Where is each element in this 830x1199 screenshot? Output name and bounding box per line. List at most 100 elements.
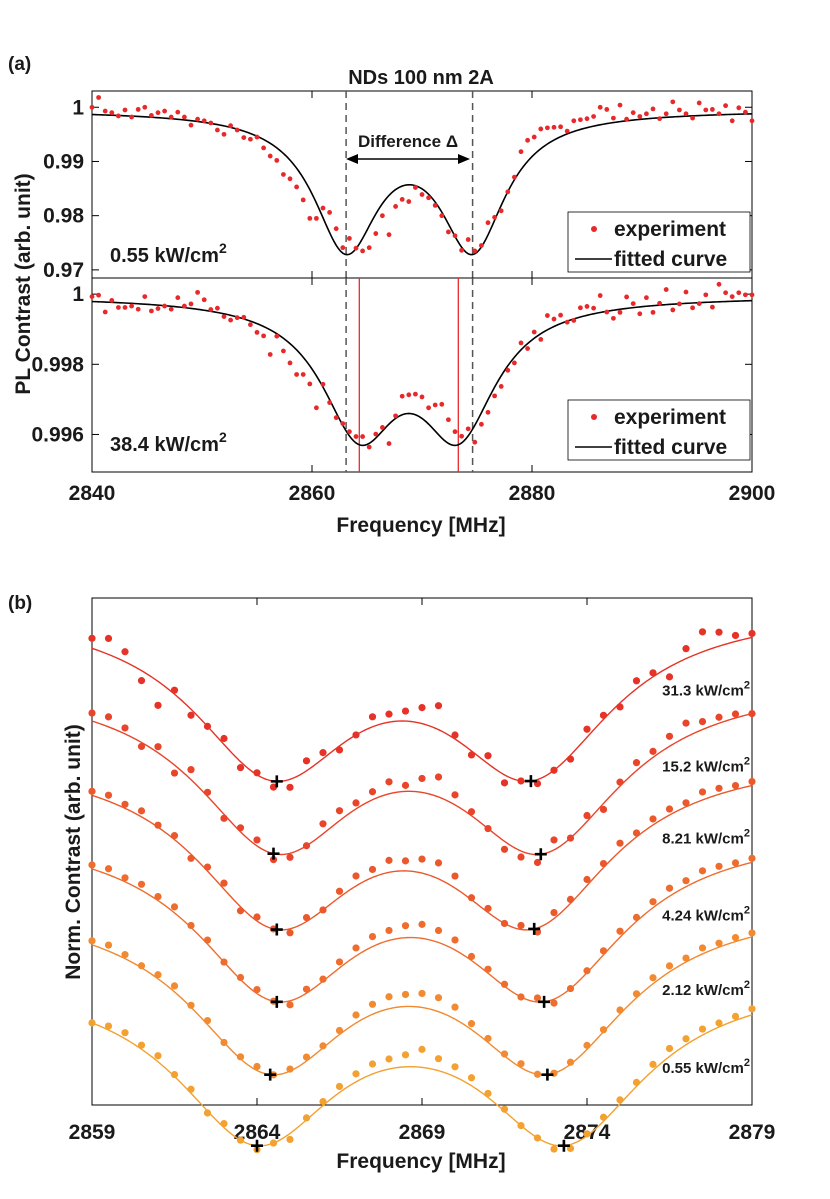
- data-point: [88, 634, 96, 642]
- data-point: [302, 757, 311, 765]
- data-point: [517, 1121, 525, 1130]
- data-point: [393, 413, 398, 419]
- data-point: [203, 722, 212, 730]
- data-point: [500, 980, 509, 988]
- x-tick-label: 2869: [399, 1121, 446, 1144]
- data-point: [715, 713, 723, 721]
- data-point: [500, 919, 509, 928]
- x-tick-label: 2900: [729, 482, 776, 505]
- data-point: [698, 717, 707, 726]
- data-point: [380, 425, 385, 430]
- chart-b-ylabel: Norm. Contrast (arb. unit): [62, 724, 85, 980]
- data-point: [121, 648, 129, 656]
- data-point: [545, 125, 550, 131]
- series-label-text: 2.12 kW/cm: [662, 982, 744, 999]
- data-point: [657, 300, 662, 306]
- data-point: [682, 645, 690, 653]
- data-point: [294, 372, 299, 377]
- y-tick-label: 0.998: [31, 353, 84, 376]
- data-point: [748, 709, 756, 718]
- data-point: [228, 317, 234, 323]
- data-point: [710, 107, 715, 112]
- minimum-marker: [270, 923, 283, 936]
- data-point: [599, 1113, 608, 1121]
- legend-bottom-fitted: fitted curve: [614, 436, 727, 459]
- data-point: [195, 116, 201, 122]
- chart-a-ylabel: PL Contrast (arb. unit): [12, 173, 35, 394]
- data-point: [89, 294, 95, 299]
- data-point: [142, 104, 148, 110]
- data-point: [677, 301, 682, 307]
- data-point: [340, 421, 346, 426]
- data-point: [182, 303, 187, 309]
- data-point: [286, 929, 294, 937]
- data-point: [135, 306, 141, 312]
- data-point: [517, 993, 525, 1001]
- data-point: [512, 174, 517, 180]
- data-point: [729, 294, 735, 299]
- minimum-marker: [557, 1139, 570, 1152]
- data-point: [698, 944, 707, 952]
- difference-annotation: Difference Δ: [346, 132, 470, 164]
- data-point: [406, 199, 412, 204]
- data-point: [281, 348, 286, 354]
- series-label-sup: 2: [744, 756, 750, 768]
- data-point: [715, 1019, 723, 1027]
- power-label-bottom-text: 38.4 kW/cm: [110, 434, 219, 456]
- data-point: [137, 880, 146, 888]
- data-point: [649, 898, 657, 906]
- data-point: [393, 204, 398, 209]
- data-point: [187, 921, 195, 930]
- legend-bottom: experiment fitted curve: [567, 399, 751, 461]
- data-point: [644, 111, 649, 117]
- data-point: [583, 725, 591, 733]
- data-point: [320, 205, 326, 211]
- data-point: [566, 1058, 575, 1066]
- data-point: [632, 759, 641, 767]
- data-point: [368, 1000, 377, 1008]
- data-point: [286, 1065, 294, 1073]
- data-point: [665, 732, 674, 740]
- data-point: [188, 301, 194, 307]
- data-point: [104, 634, 113, 643]
- data-point: [187, 1001, 195, 1009]
- data-point: [698, 1025, 707, 1033]
- minimum-marker: [528, 922, 541, 935]
- data-point: [637, 311, 643, 317]
- data-point: [307, 381, 313, 387]
- data-point: [253, 913, 261, 921]
- data-point: [731, 710, 740, 718]
- difference-arrow-right-head: [458, 154, 470, 164]
- data-point: [352, 944, 360, 952]
- legend-bottom-experiment: experiment: [614, 406, 726, 429]
- data-point: [155, 306, 161, 311]
- data-point: [149, 112, 154, 118]
- y-tick-label: 1: [72, 96, 84, 119]
- difference-arrow-left-head: [346, 154, 358, 164]
- data-point: [302, 985, 311, 993]
- data-point: [731, 934, 740, 942]
- data-point: [451, 1003, 459, 1011]
- x-tick-label: 2879: [729, 1121, 776, 1144]
- data-point: [287, 360, 293, 366]
- data-point: [203, 788, 212, 796]
- data-point: [748, 854, 756, 862]
- data-point: [649, 1060, 657, 1068]
- series-label-text: 8.21 kW/cm: [662, 831, 744, 848]
- data-point: [663, 111, 669, 117]
- data-point: [234, 127, 240, 133]
- data-point: [472, 439, 478, 445]
- data-point: [459, 247, 464, 253]
- data-point: [188, 122, 194, 128]
- data-point: [170, 686, 179, 694]
- data-point: [611, 315, 616, 321]
- data-point: [452, 233, 458, 239]
- panel-a-label: (a): [8, 54, 31, 75]
- data-point: [373, 231, 379, 236]
- subplot-a-top: 0.97 0.98 0.99 1: [43, 90, 755, 282]
- fit-curve-4: [91, 936, 753, 1076]
- data-point: [203, 1109, 212, 1117]
- data-point: [591, 305, 596, 311]
- data-point: [459, 433, 464, 439]
